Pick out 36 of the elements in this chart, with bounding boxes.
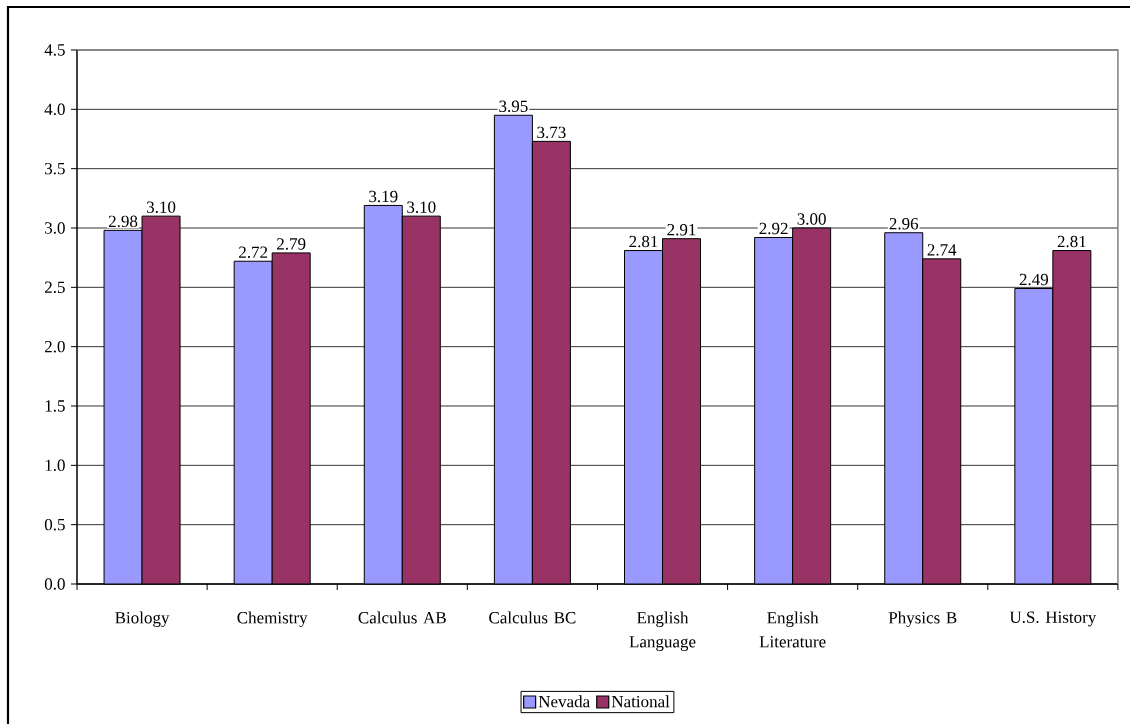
x-tick-label: Chemistry xyxy=(237,611,308,627)
x-tick-label: Calculus AB xyxy=(358,611,446,624)
y-tick-label: 4.5 xyxy=(44,44,65,56)
data-label: 2.81 xyxy=(1057,235,1086,248)
y-tick-label: 3.5 xyxy=(45,162,65,175)
data-label: 3.95 xyxy=(499,100,528,113)
y-tick-label: 2.5 xyxy=(44,281,65,294)
y-tick-label: 0.0 xyxy=(44,578,65,590)
data-label: 2.92 xyxy=(759,222,788,235)
legend-label: National xyxy=(611,695,670,708)
data-label: 3.73 xyxy=(537,126,566,139)
data-label: 2.96 xyxy=(889,218,919,230)
data-label: 2.81 xyxy=(629,235,658,248)
y-tick-label: 3.0 xyxy=(45,222,65,234)
y-tick-label: 2.0 xyxy=(44,340,65,353)
y-tick-label: 1.5 xyxy=(45,400,65,412)
x-tick-label: English Literature xyxy=(759,611,826,648)
x-tick-label: Biology xyxy=(115,611,170,627)
data-label: 3.00 xyxy=(797,213,826,225)
y-tick-label: 4.0 xyxy=(44,103,65,116)
y-tick-label: 0.5 xyxy=(44,518,65,531)
x-tick-label: Physics B xyxy=(888,611,957,627)
data-label: 2.74 xyxy=(927,244,957,256)
data-label: 2.91 xyxy=(667,223,696,236)
data-label: 2.49 xyxy=(1019,273,1049,286)
legend-label: Nevada xyxy=(538,695,590,708)
x-tick-label: English Language xyxy=(629,611,696,651)
data-label: 3.19 xyxy=(369,190,398,203)
data-label: 2.79 xyxy=(277,238,306,250)
x-tick-label: U.S. History xyxy=(1009,611,1097,627)
y-tick-label: 1.0 xyxy=(45,459,65,472)
x-tick-label: Calculus BC xyxy=(489,611,576,624)
data-label: 2.98 xyxy=(108,215,138,228)
data-label: 3.10 xyxy=(146,201,176,213)
data-label: 2.72 xyxy=(239,246,268,259)
data-label: 3.10 xyxy=(407,201,436,213)
